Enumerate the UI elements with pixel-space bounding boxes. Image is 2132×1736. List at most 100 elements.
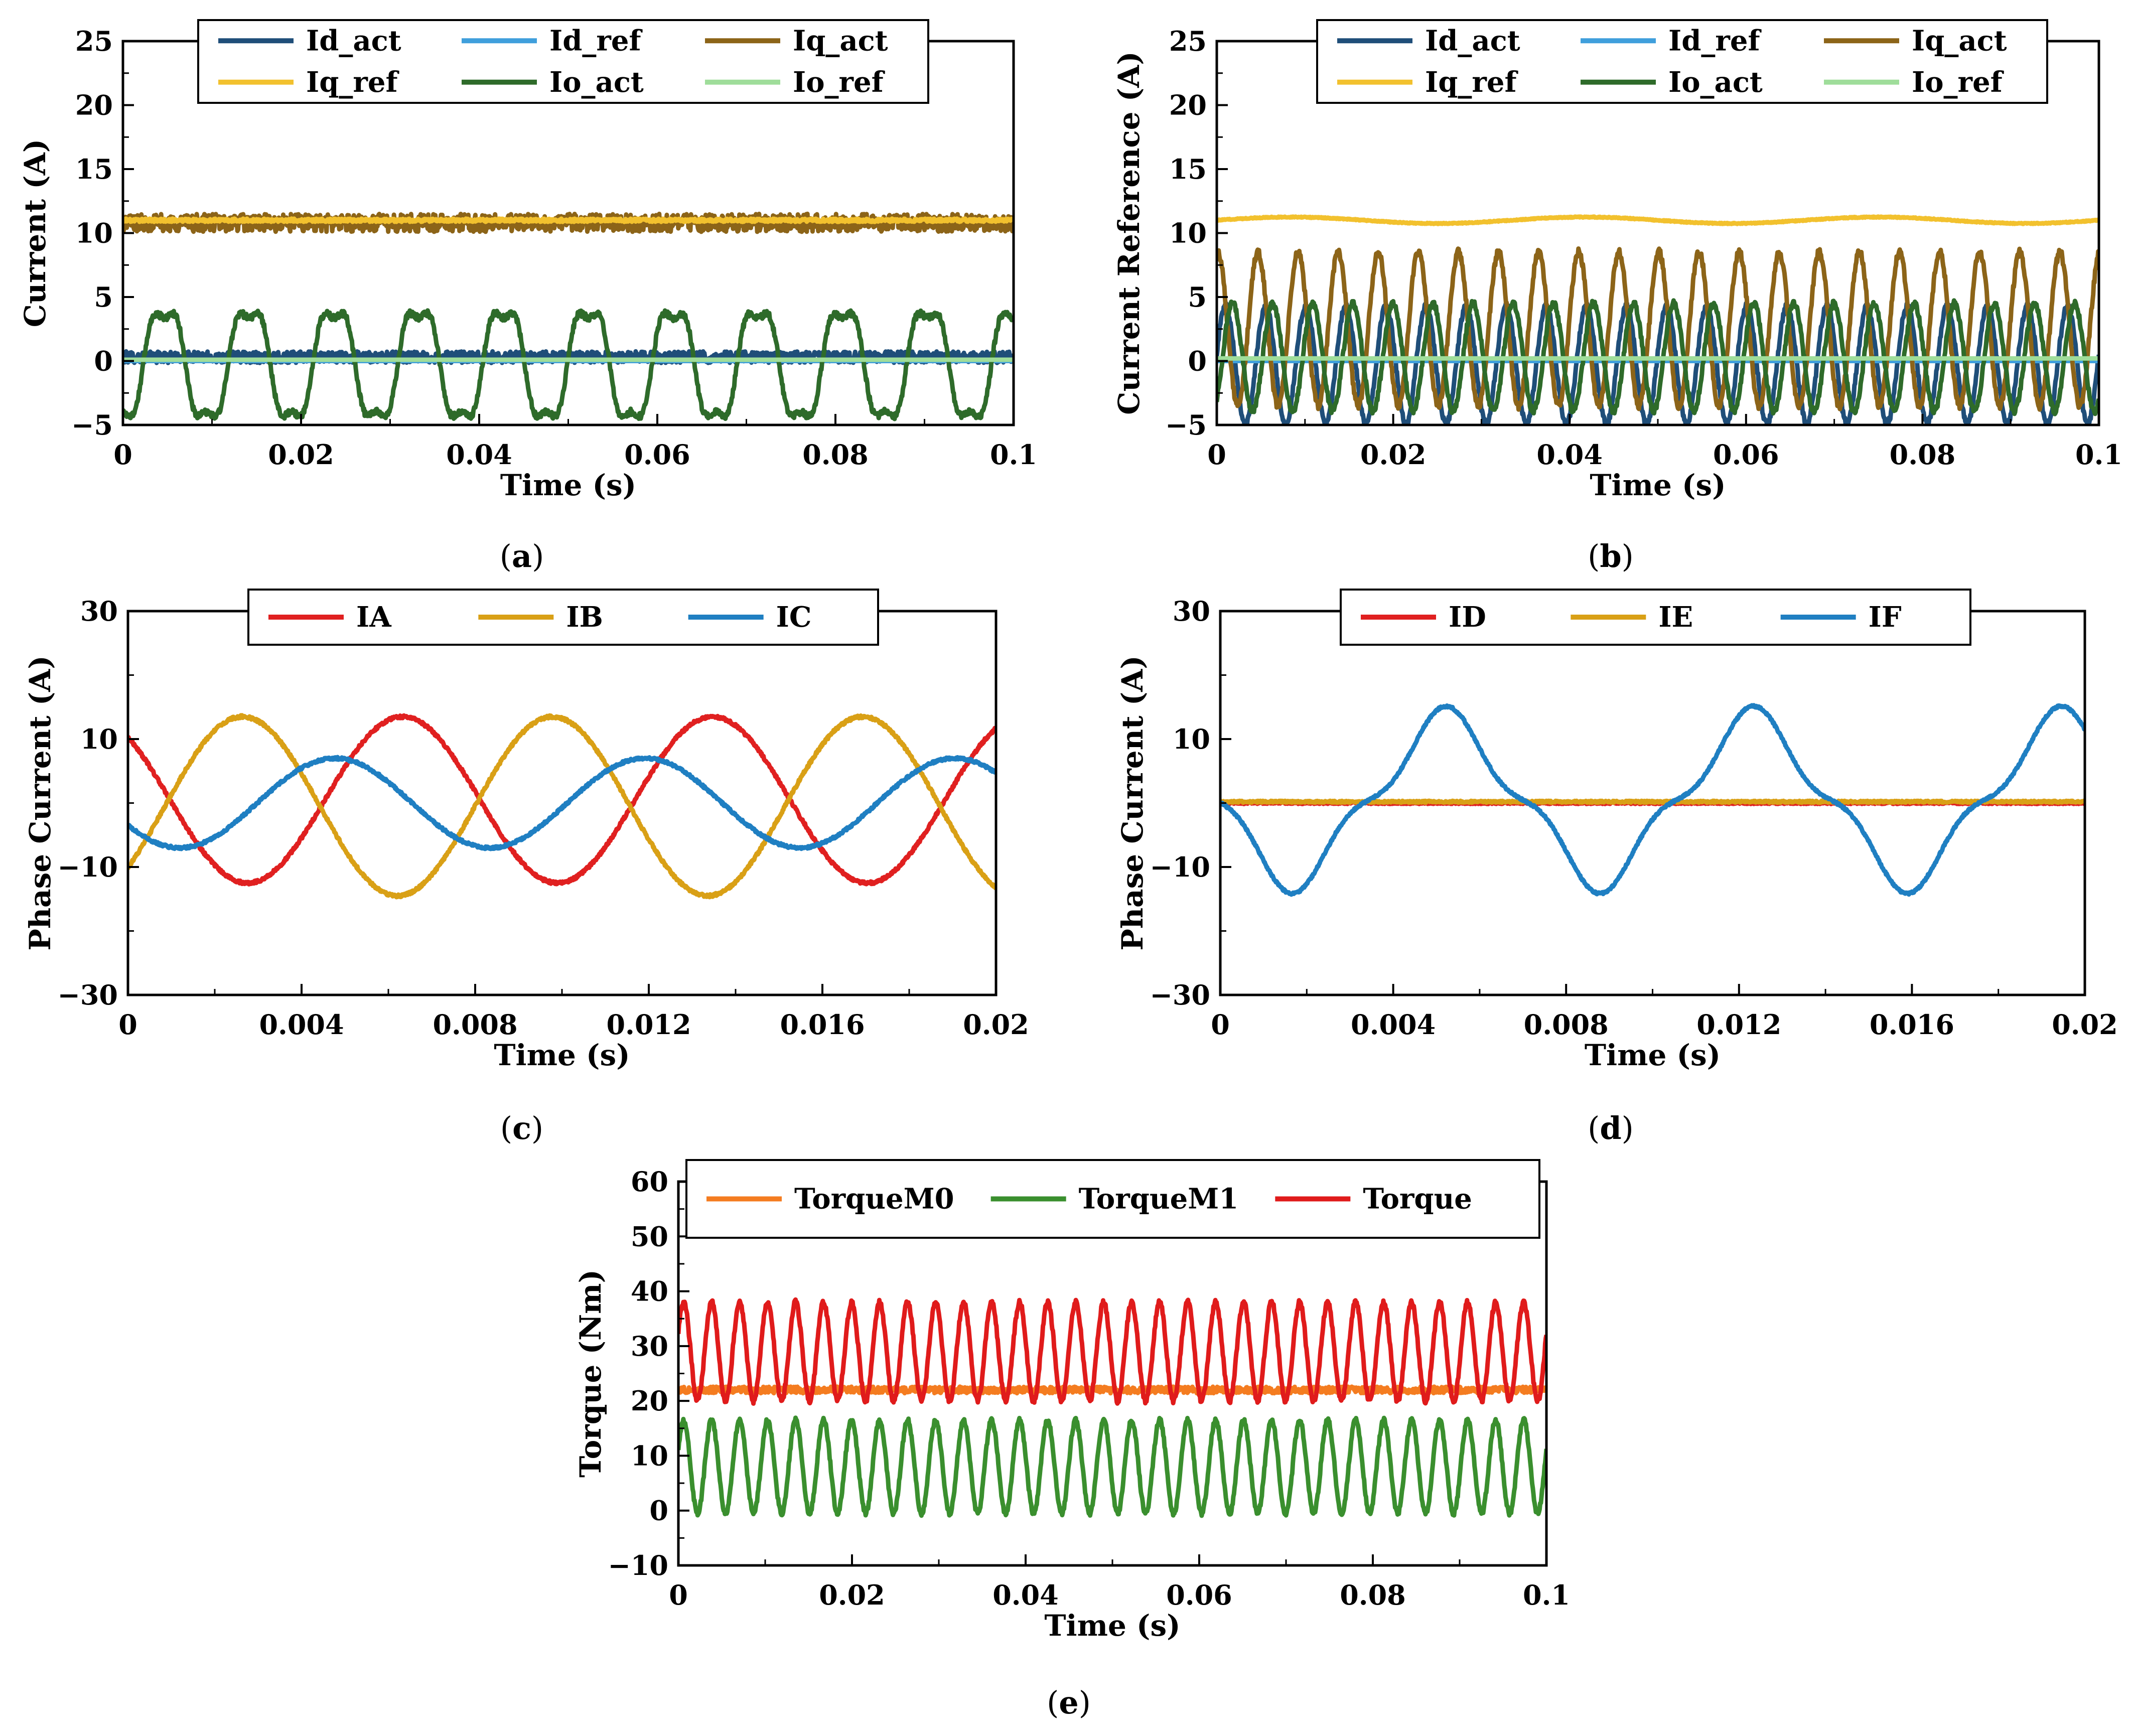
legend-label-Io_act: Io_act — [1668, 66, 1763, 99]
series-line-IF — [1220, 703, 2085, 897]
x-tick-label: 0.012 — [1696, 1008, 1781, 1041]
legend-label-IC: IC — [776, 601, 812, 634]
legend-label-Id_act: Id_act — [1425, 24, 1520, 57]
x-axis-label: Time (s) — [494, 1038, 630, 1072]
x-tick-label: 0.004 — [1351, 1008, 1436, 1041]
panel-caption: (b) — [1588, 538, 1634, 574]
x-axis-label: Time (s) — [1590, 468, 1726, 502]
x-tick-label: 0.1 — [990, 439, 1037, 471]
y-tick-label: 50 — [631, 1220, 668, 1252]
legend-label-Iq_ref: Iq_ref — [306, 66, 399, 99]
legend-label-Io_ref: Io_ref — [1912, 66, 2005, 99]
legend-label-Id_ref: Id_ref — [1668, 24, 1762, 57]
legend-label-IA: IA — [356, 601, 392, 634]
y-tick-label: 30 — [631, 1330, 668, 1362]
series-line-IE — [1220, 798, 2085, 805]
y-tick-label: 25 — [75, 25, 113, 57]
panel-caption: (d) — [1588, 1110, 1634, 1146]
y-tick-label: 15 — [75, 153, 113, 185]
panel-caption: (e) — [1047, 1684, 1091, 1721]
legend-label-IF: IF — [1869, 601, 1902, 634]
x-tick-label: 0.02 — [819, 1579, 885, 1611]
x-tick-label: 0.012 — [606, 1008, 691, 1041]
y-tick-label: 0 — [649, 1495, 668, 1527]
x-tick-label: 0 — [113, 439, 132, 471]
legend: IA IB IC — [247, 589, 879, 646]
y-tick-label: 15 — [1169, 153, 1207, 185]
x-tick-label: 0.02 — [963, 1008, 1029, 1041]
x-tick-label: 0 — [1211, 1008, 1230, 1041]
x-tick-label: 0.02 — [1360, 439, 1427, 471]
series-line-IA — [128, 713, 996, 887]
legend-label-IE: IE — [1658, 601, 1693, 634]
y-tick-label: 10 — [631, 1439, 668, 1472]
series-line-Iq_ref — [1217, 214, 2099, 226]
legend-box — [685, 1159, 1540, 1239]
y-tick-label: 20 — [631, 1385, 668, 1417]
legend-box — [1316, 19, 2048, 104]
panel-caption: (a) — [500, 538, 544, 574]
panel-caption: (c) — [500, 1110, 543, 1146]
legend-label-Io_act: Io_act — [549, 66, 644, 99]
series-group — [678, 1297, 1546, 1518]
legend-label-Torque: Torque — [1363, 1183, 1472, 1216]
series-group — [1220, 703, 2085, 897]
series-line-Torque — [678, 1297, 1546, 1406]
y-tick-label: 10 — [75, 217, 113, 249]
x-tick-label: 0.016 — [1870, 1008, 1954, 1041]
legend: Id_act Id_ref Iq_act Iq_ref Io_act Io_ref — [197, 19, 929, 104]
x-axis-label: Time (s) — [1044, 1609, 1180, 1643]
series-line-TorqueM1 — [678, 1415, 1546, 1518]
panel-caption-letter: d — [1600, 1110, 1621, 1146]
chart-panel-d: −30 −10 10 30 0 0.004 0.008 0.012 0.016 0.02 Time … — [1115, 589, 2118, 1146]
legend-label-Io_ref: Io_ref — [793, 66, 886, 99]
legend-label-Iq_act: Iq_act — [793, 24, 888, 57]
y-tick-label: −5 — [1165, 409, 1207, 441]
legend-label-ID: ID — [1449, 601, 1486, 634]
legend-label-IB: IB — [566, 601, 603, 634]
y-tick-label: −30 — [1150, 979, 1210, 1011]
y-tick-label: 10 — [1173, 723, 1210, 755]
x-tick-label: 0.02 — [268, 439, 334, 471]
x-tick-label: 0.06 — [1713, 439, 1779, 471]
x-tick-label: 0.004 — [259, 1008, 344, 1041]
y-tick-label: 10 — [1169, 217, 1207, 249]
y-tick-label: −10 — [608, 1549, 668, 1581]
x-tick-label: 0.08 — [802, 439, 869, 471]
x-tick-label: 0 — [118, 1008, 137, 1041]
x-tick-label: 0.04 — [992, 1579, 1059, 1611]
x-axis-label: Time (s) — [500, 468, 636, 502]
series-group — [1217, 214, 2099, 425]
legend-box — [247, 589, 879, 646]
x-axis-label: Time (s) — [1585, 1038, 1721, 1072]
chart-panel-c: −30 −10 10 30 0 0.004 0.008 0.012 0.016 0.02 Time … — [23, 589, 1029, 1146]
series-group — [123, 211, 1014, 421]
y-tick-label: 30 — [80, 595, 118, 627]
y-tick-label: −30 — [58, 979, 118, 1011]
legend-label-TorqueM1: TorqueM1 — [1079, 1183, 1239, 1216]
panel-caption-letter: c — [512, 1110, 531, 1146]
y-tick-label: 20 — [1169, 89, 1207, 121]
panel-caption-letter: e — [1059, 1684, 1078, 1721]
y-tick-label: 20 — [75, 89, 113, 121]
series-line-IB — [128, 713, 996, 900]
x-tick-label: 0.08 — [1890, 439, 1956, 471]
x-tick-label: 0.06 — [624, 439, 690, 471]
x-tick-label: 0.008 — [433, 1008, 517, 1041]
legend-label-TorqueM0: TorqueM0 — [794, 1183, 954, 1216]
y-tick-label: 30 — [1173, 595, 1210, 627]
y-tick-label: 60 — [631, 1166, 668, 1198]
y-tick-label: 40 — [631, 1275, 668, 1308]
y-tick-label: 5 — [94, 281, 113, 313]
y-axis-label: Current Reference (A) — [1112, 51, 1146, 414]
legend-box — [197, 19, 929, 104]
legend-box — [1340, 589, 1971, 646]
x-tick-label: 0.008 — [1524, 1008, 1609, 1041]
x-tick-label: 0.1 — [1523, 1579, 1570, 1611]
series-group — [128, 713, 996, 900]
y-tick-label: 25 — [1169, 25, 1207, 57]
y-tick-label: −10 — [58, 851, 118, 883]
panel-caption-letter: b — [1600, 538, 1621, 574]
legend-label-Id_ref: Id_ref — [549, 24, 643, 57]
